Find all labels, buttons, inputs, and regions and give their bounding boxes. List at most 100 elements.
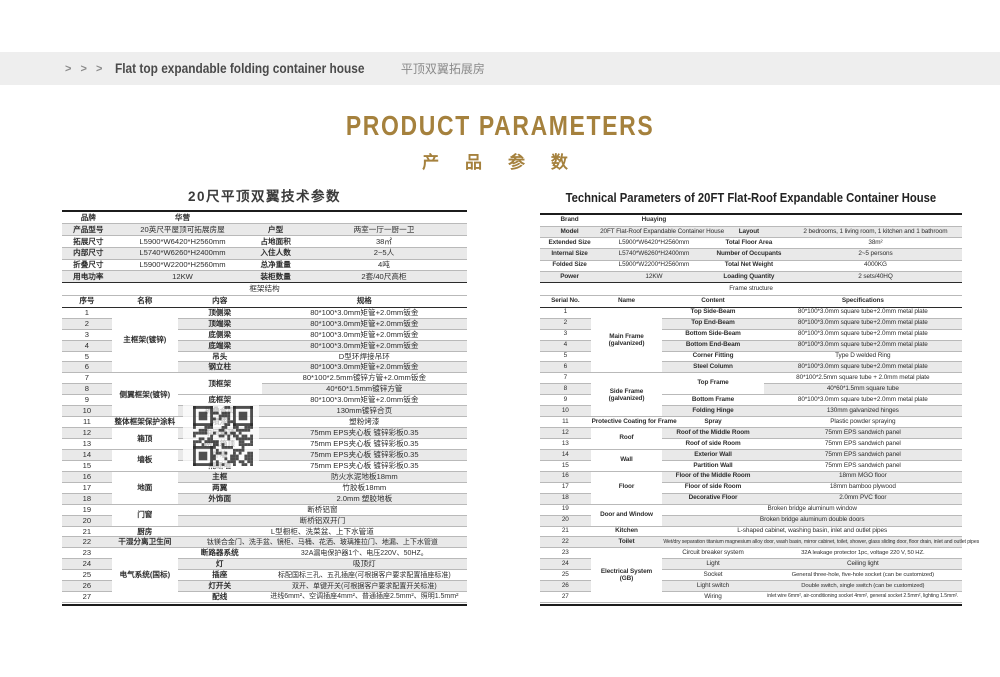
table-cell: 32A leakage protector 1pc, voltage 220 V… xyxy=(763,547,962,560)
table-cell: 2 xyxy=(540,318,591,330)
table-cell-label: Layout xyxy=(708,226,789,239)
table-row: 19 Door and Window Broken bridge aluminum … xyxy=(540,504,962,527)
table-cell: 23 xyxy=(540,547,591,560)
table-cell: 2 bedrooms, 1 living room, 1 kitchen and… xyxy=(788,226,962,239)
table-cell: 80*100*3.0mm square tube+2.0mm metal pla… xyxy=(763,340,962,352)
table-cell-label: Huaying xyxy=(599,215,709,227)
table-cell-label: Steel Column xyxy=(662,361,764,374)
table-cell-label: Floor of the Middle Room xyxy=(662,471,764,483)
table-cell: 80*100*3.0mm矩管+2.0mm钣金 xyxy=(261,307,467,319)
table-header-row: 序号 名称 内容 规格 xyxy=(62,295,467,308)
table-row: 13 Roof of side Room 75mm EPS sandwich pan… xyxy=(540,438,962,450)
table-cell: 27 xyxy=(540,591,591,604)
table-cell-label: Brand xyxy=(540,215,600,227)
table-cell: 24 xyxy=(540,558,591,571)
table-cell-label: 装柜数量 xyxy=(250,270,301,284)
table-row: 20 Broken bridge aluminum double doors xyxy=(540,515,962,527)
table-cell-label: Number of Occupants xyxy=(708,248,789,261)
table-cell: 吸顶灯 xyxy=(261,558,467,571)
table-row: 23 电气系统(国标) 断路器系统 32A漏电保护器1个、电压220V、50HZ。 xyxy=(62,547,467,604)
table-cell-label: Folding Hinge xyxy=(662,405,764,418)
table-row: 8 40*60*1.5mm镀锌方管 xyxy=(62,383,467,396)
table-cell: 38m² xyxy=(788,237,962,250)
table-cell: 80*100*2.5mm square tube + 2.0mm metal p… xyxy=(763,372,962,385)
table-cell: 塑粉烤漆 xyxy=(261,416,467,429)
table-row: 14墙板外墙75mm EPS夹心板 镀锌彩板0.35 xyxy=(62,449,467,472)
table-cell: 11 xyxy=(540,416,591,429)
table-row: 4 底端梁 80*100*3.0mm矩管+2.0mm钣金 xyxy=(62,340,467,352)
table-row: 19 门窗 断桥铝窗 xyxy=(62,504,467,527)
table-cell-label: 电气系统(国标) xyxy=(111,547,178,604)
table-cell: 130mm galvanized hinges xyxy=(763,405,962,418)
table-cell: 19 xyxy=(62,504,112,516)
table-cell: 7 xyxy=(540,372,591,385)
table-cell-label: Corner Fitting xyxy=(662,351,764,363)
table-row: 用电功率 12KW 装柜数量 2套/40尺高柜 xyxy=(62,270,467,284)
table-cell: Ceiling light xyxy=(763,558,962,571)
table-cell: 断桥铝双开门 xyxy=(177,515,467,527)
table-cell: 4 xyxy=(62,340,112,352)
table-cell: L型橱柜、洗菜盆、上下水管道 xyxy=(177,526,467,538)
right-table-title: Technical Parameters of 20FT Flat-Roof E… xyxy=(565,191,937,205)
table-row: 21 Kitchen L-shaped cabinet, washing basin… xyxy=(540,526,962,538)
table-cell-label: 侧翼框架(镀锌) xyxy=(111,372,178,418)
table-cell: 18mm MGO floor xyxy=(763,471,962,483)
table-cell-label: Partition Wall xyxy=(662,460,764,472)
table-cell-label: Floor xyxy=(590,471,663,505)
table-cell-label: 灯 xyxy=(177,558,262,571)
table-cell: 21 xyxy=(540,526,591,538)
table-row: 3 底侧梁 80*100*3.0mm矩管+2.0mm钣金 xyxy=(62,329,467,341)
table-cell-label: Top End-Beam xyxy=(662,318,764,330)
table-cell: 2.0mm 塑胶地板 xyxy=(261,493,467,505)
table-cell: 双开、单键开关(可根据客户要求配置开关标准) xyxy=(261,580,467,593)
table-row: 5 吊头 D型环焊接吊环 xyxy=(62,351,467,363)
table-cell: 25 xyxy=(62,569,112,582)
table-row: 22 Toilet Wet/dry separation titanium magn… xyxy=(540,536,979,549)
table-row: 框架结构 xyxy=(62,283,467,296)
table-cell: 38㎡ xyxy=(300,235,467,248)
table-row: 26 Light switch Double switch, single swit… xyxy=(540,580,962,593)
table-cell: 20 xyxy=(540,515,591,527)
table-cell: 钛镁合金门、洗手盆、镜柜、马桶、花洒、玻璃推拉门、地漏、上下水管道 xyxy=(177,536,467,549)
table-row: 10 Folding Hinge 130mm galvanized hinges xyxy=(540,405,962,418)
table-cell-label: 内部尺寸 xyxy=(62,247,115,260)
table-cell: 6 xyxy=(540,361,591,374)
table-cell: 75mm EPS sandwich panel xyxy=(763,427,962,440)
table-cell-label: 总净重量 xyxy=(250,259,301,272)
table-cell: Socket xyxy=(662,569,764,582)
table-cell-label: Folded Size xyxy=(540,260,600,272)
table-cell: Frame structure xyxy=(540,283,962,296)
table-cell: 80*100*3.0mm square tube+2.0mm metal pla… xyxy=(763,394,962,407)
table-cell-label: 底侧梁 xyxy=(177,329,262,341)
table-cell-label: 入住人数 xyxy=(250,247,301,260)
table-row: 26 灯开关 双开、单键开关(可根据客户要求配置开关标准) xyxy=(62,580,467,593)
table-cell-label: Bottom End-Beam xyxy=(662,340,764,352)
table-cell: 1 xyxy=(62,307,112,319)
table-row: 18 Decorative Floor 2.0mm PVC floor xyxy=(540,493,962,505)
table-cell-label: 户型 xyxy=(250,223,301,237)
table-cell: 11 xyxy=(62,416,112,429)
page-header-bar: > > > Flat top expandable folding contai… xyxy=(0,52,1000,85)
table-cell: 19 xyxy=(540,504,591,516)
table-cell-label: Spray xyxy=(662,416,764,429)
table-cell-label: Top Frame xyxy=(662,372,764,396)
table-cell-label: Decorative Floor xyxy=(662,493,764,505)
table-row: 5 Corner Fitting Type D welded Ring xyxy=(540,351,962,363)
table-cell: 75mm EPS夹心板 镀锌彩板0.35 xyxy=(261,438,467,450)
table-cell: 130mm镀锌合页 xyxy=(261,405,467,418)
table-cell: 80*100*3.0mm square tube+2.0mm metal pla… xyxy=(763,318,962,330)
table-cell-label: Roof of the Middle Room xyxy=(662,427,764,440)
table-cell-label: 顶框架 xyxy=(177,372,262,396)
table-cell: 10 xyxy=(540,405,591,418)
table-cell-label: Exterior Wall xyxy=(662,449,764,461)
table-row: Folded Size L5900*W2200*H2560mm Total Net … xyxy=(540,260,962,272)
table-cell: 10 xyxy=(62,405,112,418)
table-cell-label: 规格 xyxy=(261,295,467,308)
table-cell: 20FT Flat-Roof Expandable Container Hous… xyxy=(599,226,724,239)
table-cell: 26 xyxy=(540,580,591,593)
table-cell: Type D welded Ring xyxy=(763,351,962,363)
table-row: 7 侧翼框架(镀锌) 顶框架 80*100*2.5mm镀锌方管+2.0mm钣金 xyxy=(62,372,467,418)
table-cell-label: 品牌 xyxy=(62,212,115,225)
table-cell-label: Total Floor Area xyxy=(708,237,789,250)
table-cell-label: 插座 xyxy=(177,569,262,582)
